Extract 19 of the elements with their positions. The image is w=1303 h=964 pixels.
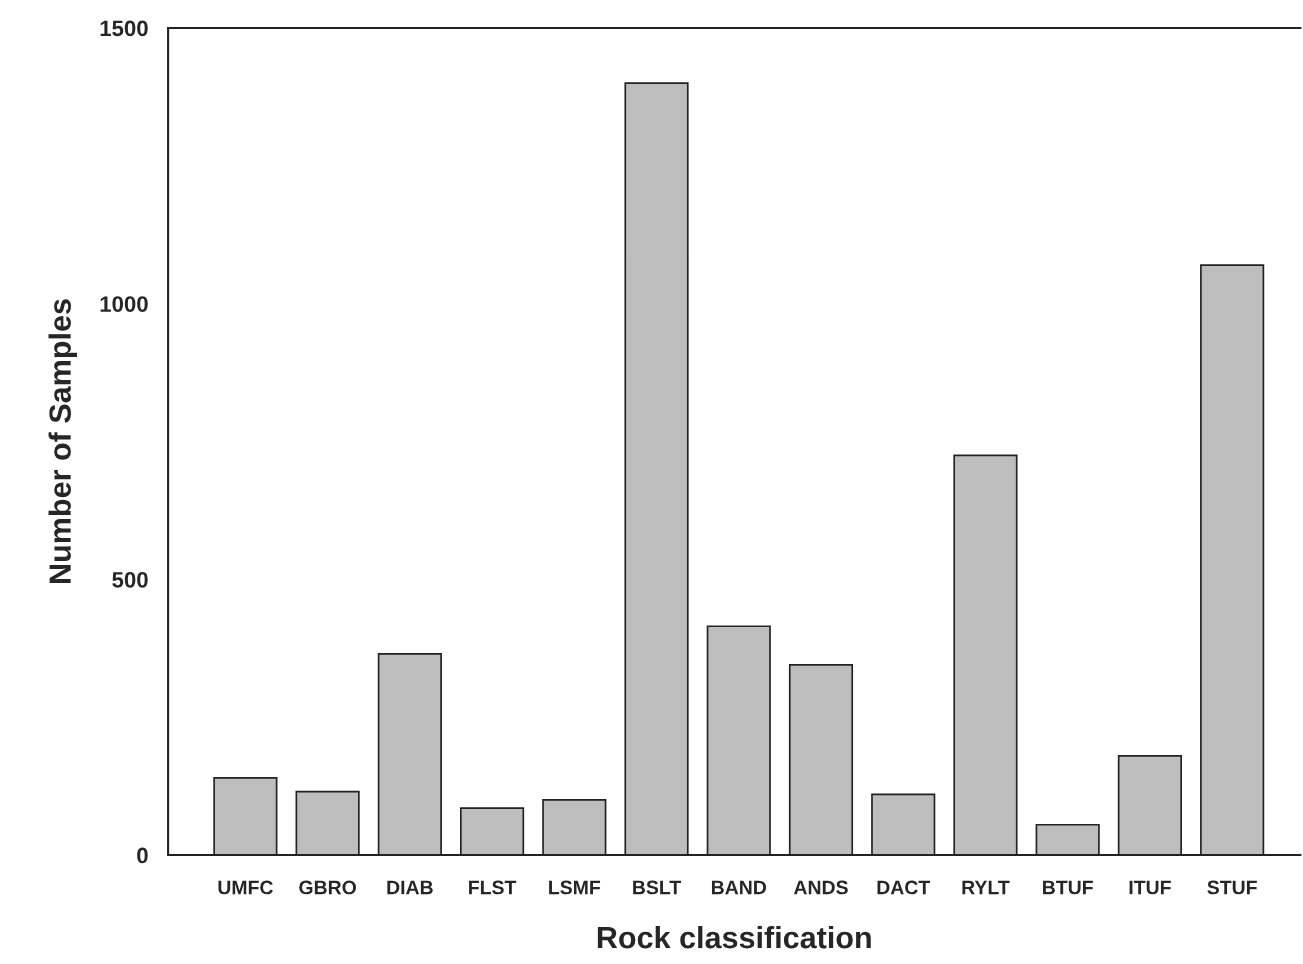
x-tick-label: ITUF <box>1129 880 1171 895</box>
x-tick-label: BTUF <box>1043 880 1093 895</box>
y-tick-label: 500 <box>112 571 148 588</box>
x-axis-title: Rock classification <box>597 925 871 949</box>
x-tick-label: DIAB <box>387 880 433 895</box>
x-tick-label: BAND <box>711 880 767 895</box>
x-tick-label: STUF <box>1207 880 1257 895</box>
x-tick-label: LSMF <box>549 880 601 895</box>
y-tick-label: 1000 <box>100 296 148 312</box>
x-tick-label: RYLT <box>962 880 1010 895</box>
y-axis-title: Number of Samples <box>48 299 77 583</box>
x-tick-label: FLST <box>469 880 517 895</box>
y-tick-label: 0 <box>137 847 148 864</box>
x-tick-label: DACT <box>877 880 931 895</box>
x-tick-label: BSLT <box>633 880 681 895</box>
y-tick-label: 1500 <box>100 20 148 37</box>
x-tick-label: UMFC <box>218 880 273 895</box>
x-tick-label: GBRO <box>299 880 356 895</box>
x-tick-label: ANDS <box>793 880 848 895</box>
